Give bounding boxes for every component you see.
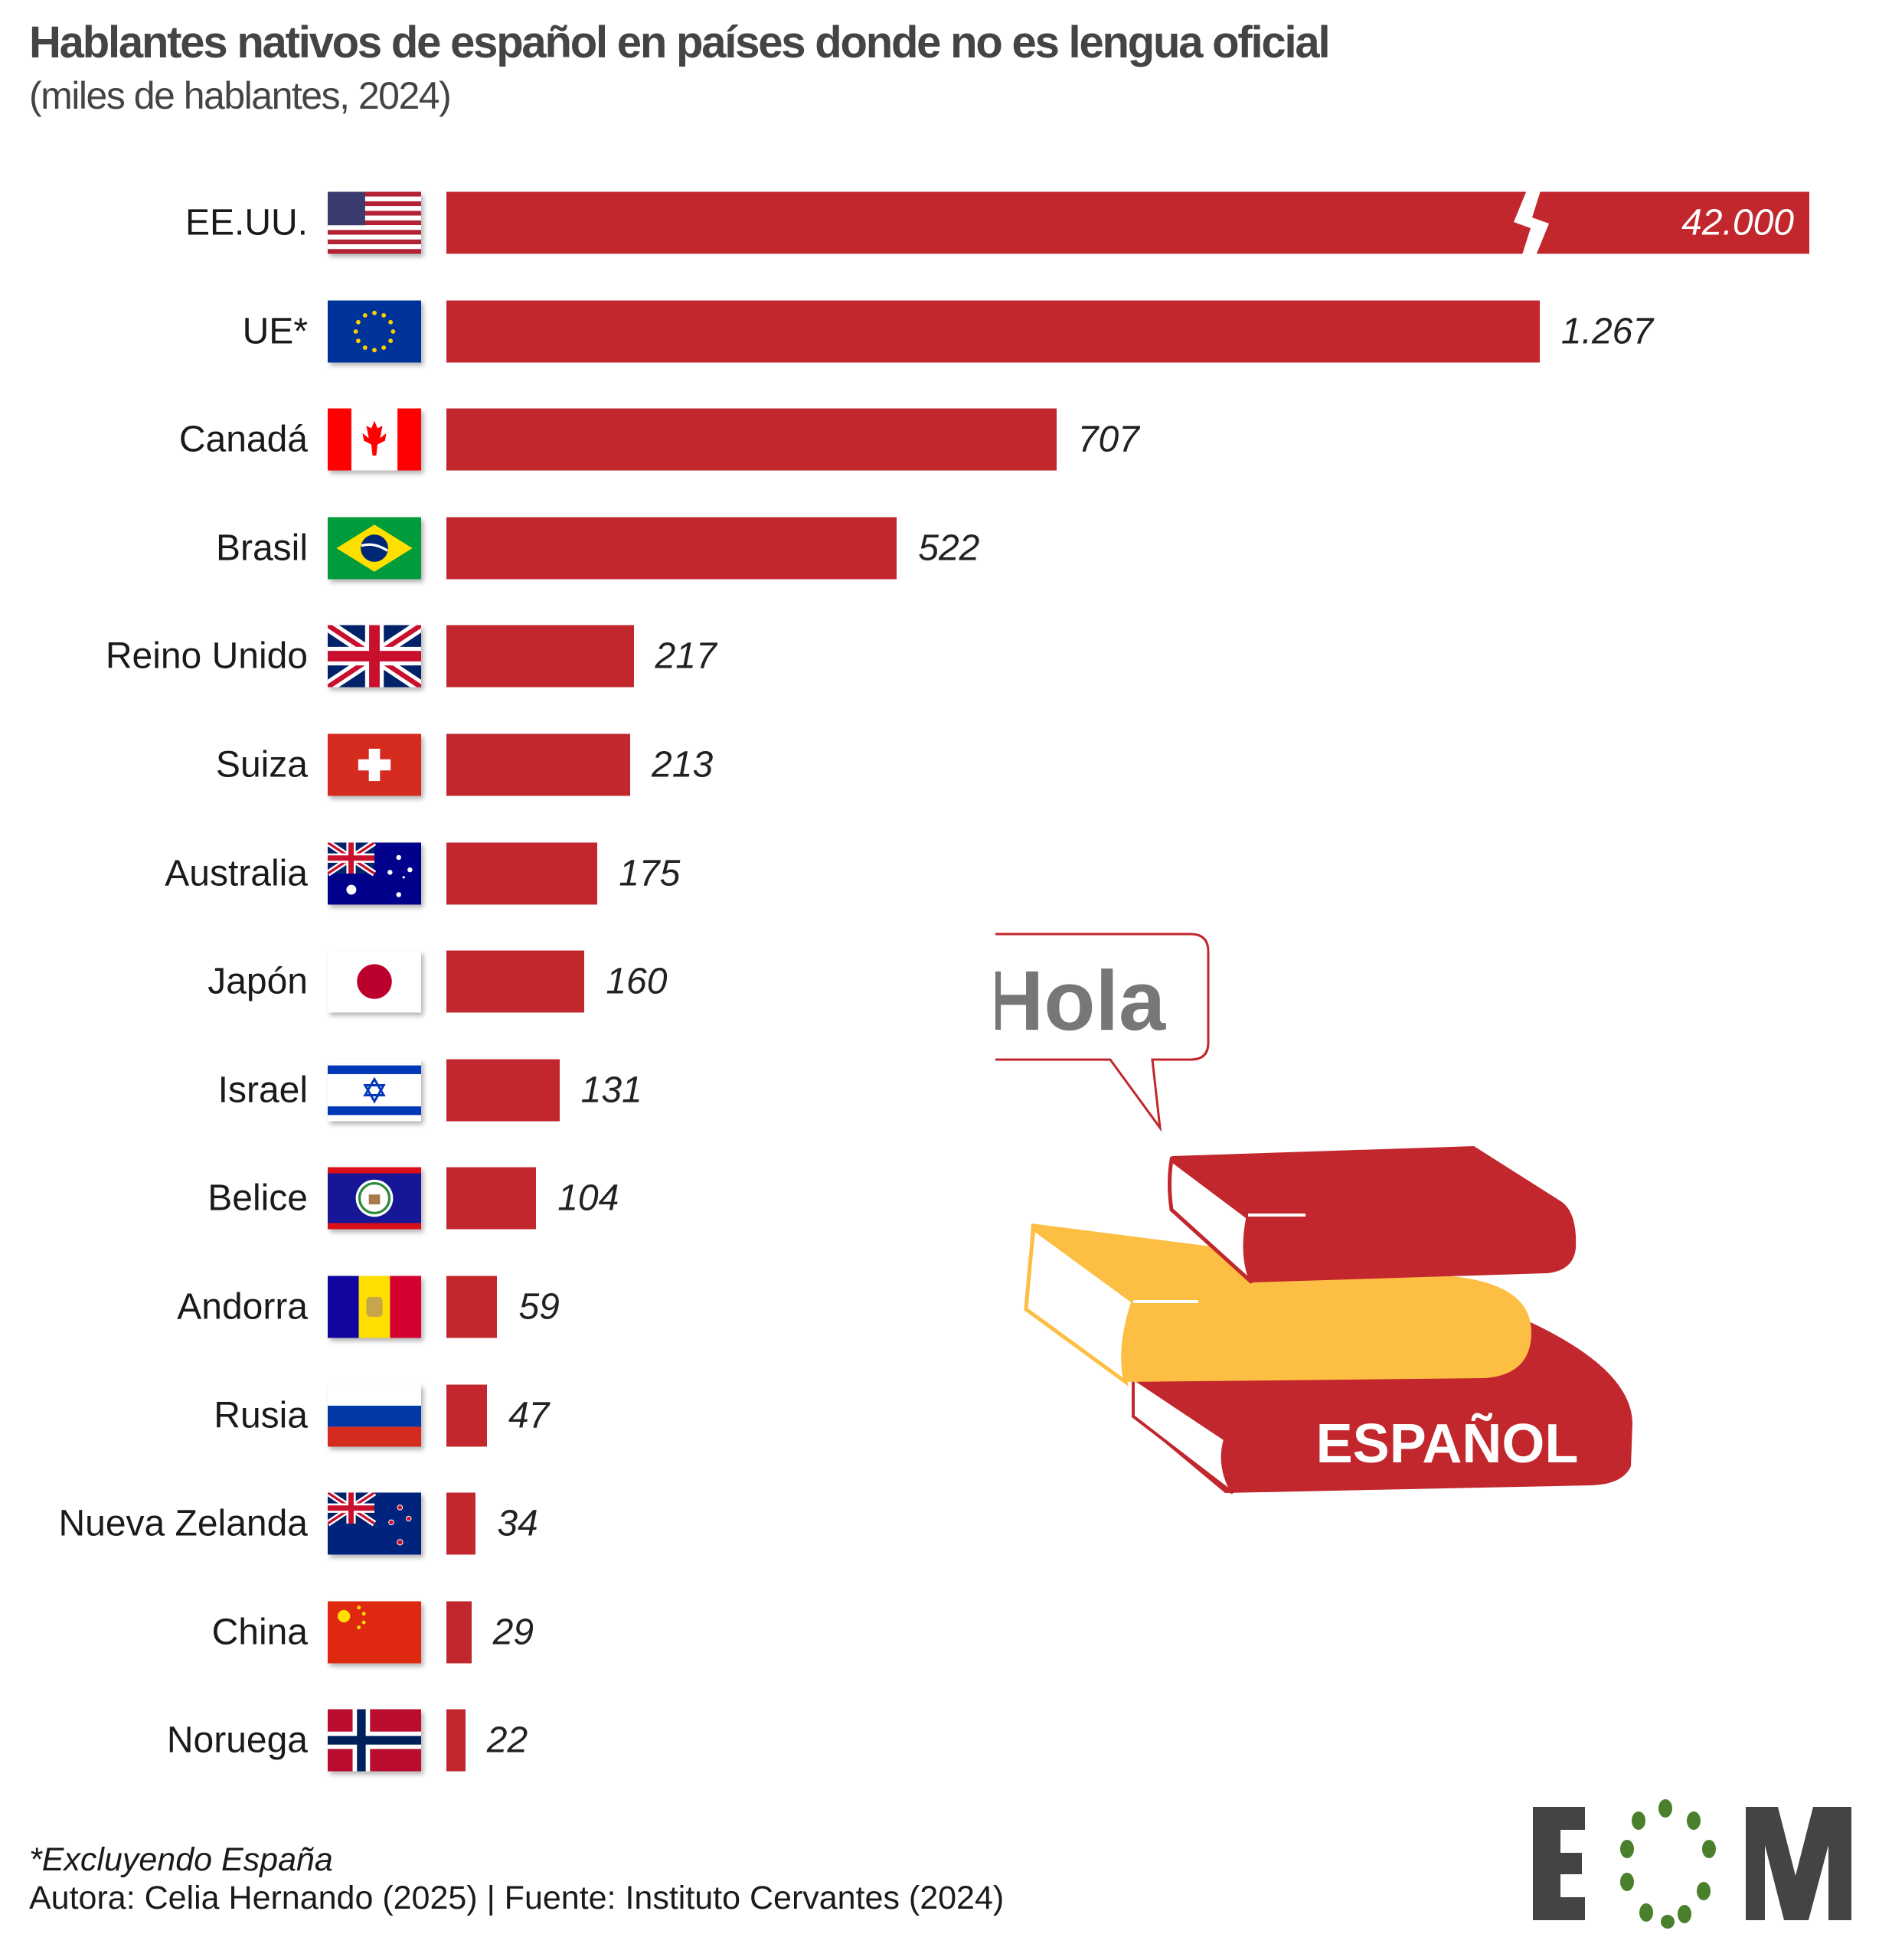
value-label: 22 [486,1720,528,1761]
switzerland-flag-icon [328,733,421,796]
andorra-flag-icon [328,1276,421,1338]
category-label: Andorra [177,1286,308,1328]
japan-flag-icon [328,950,421,1013]
source-credit: Autora: Celia Hernando (2025) | Fuente: … [29,1880,1005,1916]
israel-flag-icon [328,1059,421,1122]
category-label: China [211,1612,308,1653]
category-label: Noruega [166,1720,308,1761]
value-label: 160 [606,961,668,1002]
value-label: 34 [497,1503,538,1544]
bar [446,191,1809,254]
value-label: 1.267 [1560,311,1654,352]
value-label: 707 [1077,419,1139,460]
bar [446,1059,560,1122]
new-zealand-flag-icon [328,1492,421,1555]
value-label: 47 [508,1395,550,1436]
value-label: 42.000 [1681,202,1794,243]
brazil-flag-icon [328,517,421,580]
books-illustration: Hola ESPAÑOL [995,933,1632,1494]
chart-title: Hablantes nativos de español en países d… [29,18,1331,67]
us-flag-icon [328,191,421,254]
bubble-text: Hola [995,954,1166,1048]
bar [446,950,585,1013]
speech-bubble [995,933,1210,1132]
russia-flag-icon [328,1384,421,1447]
bar [446,1492,476,1555]
value-label: 29 [492,1612,534,1653]
bar [446,1601,472,1664]
value-label: 104 [557,1178,619,1219]
value-label: 522 [918,528,980,569]
category-label: Nueva Zelanda [58,1503,308,1544]
canada-flag-icon [328,408,421,471]
category-label: EE.UU. [185,202,308,243]
category-label: Reino Unido [105,635,308,677]
eu-flag-icon [328,300,421,363]
category-label: Belice [207,1178,308,1219]
bar [446,733,631,796]
category-label: Israel [217,1070,308,1111]
category-label: Japón [207,961,308,1002]
category-label: Brasil [215,528,308,569]
value-label: 217 [655,635,717,677]
category-label: Rusia [214,1395,308,1436]
bar [446,1384,487,1447]
category-label: Australia [165,853,308,894]
book-text: ESPAÑOL [1316,1413,1579,1475]
axis-break-mark [1514,188,1549,257]
bar [446,842,598,905]
bar [446,625,634,688]
value-label: 131 [580,1070,642,1111]
bar [446,1276,498,1338]
value-label: 175 [619,853,681,894]
eom-logo [1533,1799,1851,1929]
value-label: 213 [652,744,714,786]
bar [446,1167,537,1230]
uk-flag-icon [328,625,421,688]
category-label: Suiza [215,744,308,786]
bar [446,517,897,580]
australia-flag-icon [328,842,421,905]
category-label: Canadá [178,419,308,460]
chart-subtitle: (miles de hablantes, 2024) [29,74,452,117]
belize-flag-icon [328,1167,421,1230]
china-flag-icon [328,1601,421,1664]
value-label: 59 [518,1286,560,1328]
bar [446,300,1540,363]
bar [446,408,1057,471]
norway-flag-icon [328,1709,421,1772]
category-label: UE* [242,311,308,352]
footnote: *Excluyendo España [29,1841,333,1878]
bar [446,1709,466,1772]
